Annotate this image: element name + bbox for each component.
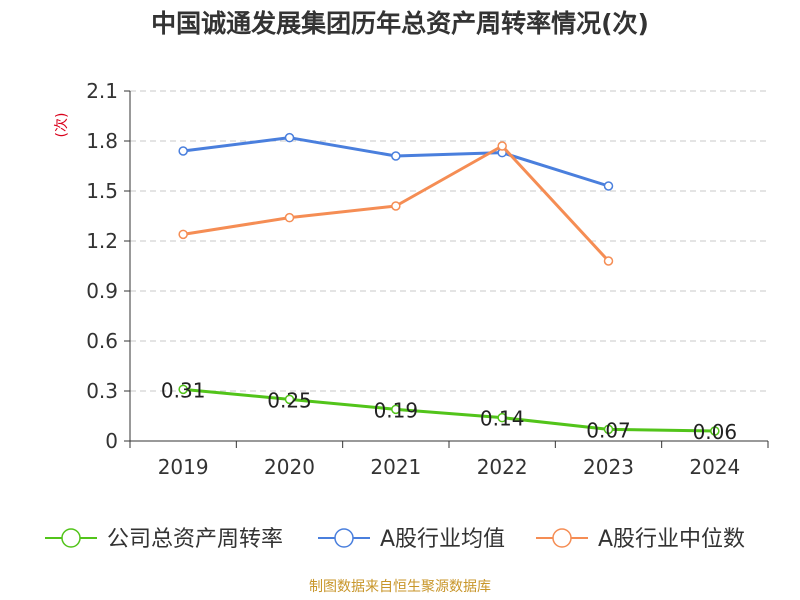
y-tick-label: 1.5 — [86, 179, 118, 203]
data-point — [391, 201, 401, 211]
data-label: 0.07 — [586, 418, 631, 442]
data-point — [178, 229, 188, 240]
x-tick-label: 2022 — [477, 455, 528, 479]
legend-label: A股行业中位数 — [598, 527, 745, 552]
y-tick-label: 0.9 — [86, 279, 118, 303]
gridlines — [130, 90, 768, 392]
data-point — [284, 394, 295, 405]
data-label: 0.14 — [480, 407, 525, 431]
legend-label: 公司总资产周转率 — [107, 527, 283, 552]
y-tick-label: 0.3 — [86, 379, 118, 403]
x-tick-label: 2024 — [689, 455, 740, 479]
series-lines — [178, 132, 720, 436]
y-tick-labels: 0 0.3 0.6 0.9 1.2 1.5 1.8 2.1 — [86, 79, 118, 453]
data-point — [284, 132, 295, 143]
axes — [124, 90, 769, 448]
data-point — [391, 404, 401, 415]
x-tick-label: 2021 — [370, 455, 421, 479]
data-point — [391, 151, 401, 161]
data-point — [178, 146, 188, 156]
data-label: 0.06 — [693, 420, 738, 444]
legend-marker — [61, 528, 81, 548]
y-tick-label: 0.6 — [86, 329, 118, 353]
x-tick-labels: 2019 2020 2021 2022 2023 2024 — [158, 455, 741, 479]
series-line — [182, 136, 609, 188]
x-tick-label: 2023 — [583, 455, 634, 479]
data-label: 0.25 — [267, 388, 312, 412]
x-tick-label: 2020 — [264, 455, 315, 479]
legend-label: A股行业均值 — [380, 527, 505, 552]
data-point — [497, 412, 507, 423]
legend: 公司总资产周转率 A股行业均值 A股行业中位数 — [45, 527, 745, 552]
data-labels: 0.31 0.25 0.19 0.14 0.07 0.06 — [161, 378, 737, 444]
data-label: 0.31 — [161, 378, 206, 402]
chart-title: 中国诚通发展集团历年总资产周转率情况(次) — [151, 9, 649, 38]
data-point — [710, 426, 720, 436]
data-point — [178, 384, 188, 395]
source-note: 制图数据来自恒生聚源数据库 — [309, 579, 491, 595]
data-point — [603, 181, 614, 191]
data-point — [603, 424, 614, 435]
y-tick-label: 2.1 — [86, 79, 118, 103]
data-label: 0.19 — [374, 398, 419, 422]
y-tick-label: 1.8 — [86, 129, 118, 153]
y-tick-label: 0 — [105, 429, 118, 453]
data-point — [497, 141, 507, 151]
series-line — [183, 387, 715, 433]
legend-marker — [552, 528, 572, 548]
legend-marker — [334, 528, 354, 548]
x-tick-label: 2019 — [158, 455, 209, 479]
y-tick-label: 1.2 — [86, 229, 118, 253]
data-point — [603, 256, 614, 266]
data-point — [284, 212, 295, 223]
y-axis-label: (次) — [54, 113, 70, 138]
